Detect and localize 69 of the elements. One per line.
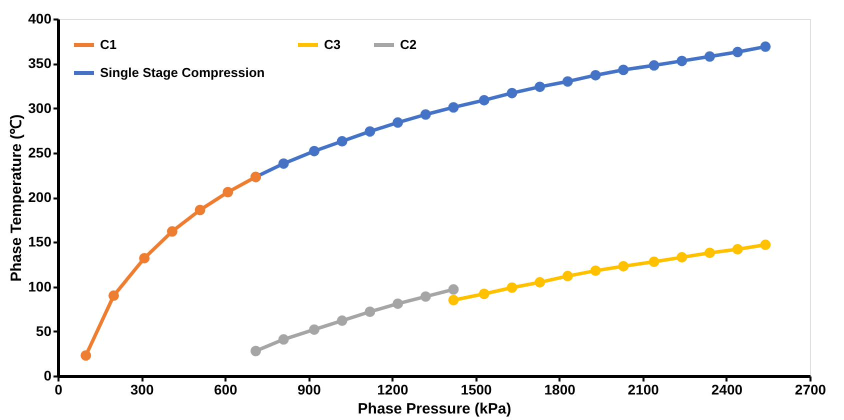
point [448,284,459,295]
point [732,244,743,254]
point [250,346,261,356]
point [166,226,178,237]
point [534,277,546,288]
y-tick-label: 150 [28,234,52,250]
point [760,41,771,52]
point [278,158,289,169]
point [618,64,629,76]
y-tick-label: 0 [44,368,52,384]
point [590,70,601,80]
y-tick-label: 350 [28,55,52,72]
point [194,204,206,216]
point [448,102,459,113]
x-tick-label: 2400 [711,382,743,398]
x-tick-label: 600 [214,382,238,398]
point [506,282,518,293]
y-tick-label: 50 [36,322,52,339]
point [278,334,289,345]
point [618,260,629,272]
point [308,324,320,335]
point [534,82,546,92]
point [704,51,715,62]
point [420,291,431,302]
point [648,60,660,71]
y-axis-title: Phase Temperature (℃) [8,114,26,282]
point [676,252,688,263]
x-tick-label: 900 [297,382,322,398]
point [364,126,376,137]
point [478,288,490,300]
x-axis-title: Phase Pressure (kPa) [358,400,512,418]
legend-label: Single Stage Compression [100,65,265,80]
point [392,117,404,128]
point [139,252,150,264]
point [676,56,688,66]
point [308,146,320,156]
point [704,248,715,258]
point [732,46,743,58]
point [80,350,92,361]
point [392,298,404,309]
point [562,76,573,87]
y-tick-label: 100 [28,278,52,294]
x-tick-label: 0 [54,382,63,398]
point [336,315,348,326]
legend-label: C2 [400,37,417,52]
x-tick-label: 1500 [460,382,492,398]
x-tick-label: 300 [130,382,154,398]
point [336,136,348,147]
point [648,256,660,267]
x-tick-label: 2700 [794,382,826,398]
point [478,94,490,106]
y-tick-label: 300 [28,100,52,116]
point [562,270,573,282]
point [760,240,771,250]
x-tick-label: 1800 [544,382,576,398]
point [108,290,119,301]
legend-label: C1 [100,37,117,52]
y-tick-label: 250 [28,144,52,160]
point [506,88,518,98]
point [420,109,431,120]
point [448,294,459,306]
point [590,265,601,276]
point [364,306,376,317]
point [222,186,234,198]
y-tick-label: 200 [28,189,52,205]
y-tick-label: 400 [28,10,52,26]
x-tick-label: 1200 [377,382,409,398]
legend-label: C3 [324,37,341,52]
x-tick-label: 2100 [628,382,660,398]
